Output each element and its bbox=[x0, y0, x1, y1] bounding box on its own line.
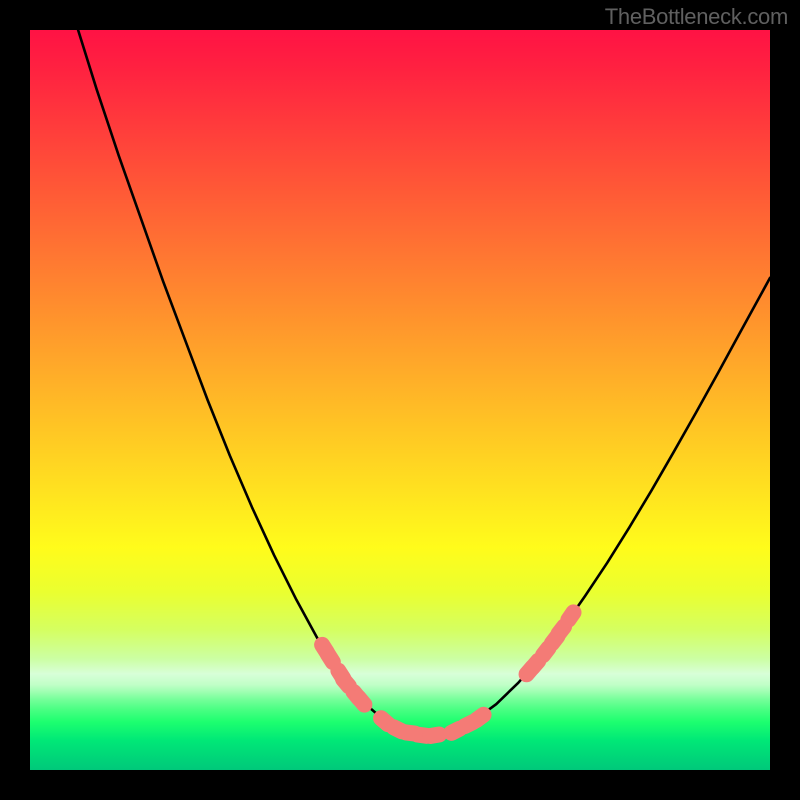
watermark-text: TheBottleneck.com bbox=[605, 4, 788, 30]
plot-area bbox=[30, 30, 770, 770]
image-root: TheBottleneck.com bbox=[0, 0, 800, 800]
bottleneck-chart-svg bbox=[30, 30, 770, 770]
gradient-background bbox=[30, 30, 770, 770]
